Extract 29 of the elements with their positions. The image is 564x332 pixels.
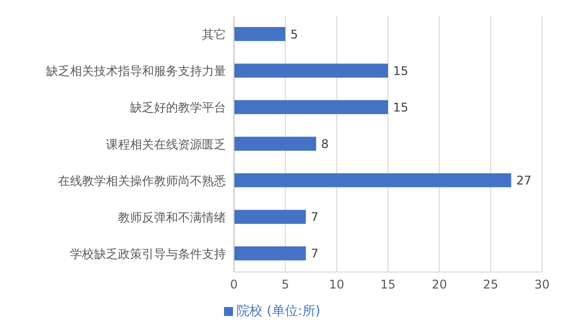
y-tick-label: 缺乏好的教学平台: [130, 100, 226, 115]
bar: [234, 210, 306, 224]
data-label: 15: [393, 64, 408, 78]
data-label: 5: [290, 27, 298, 42]
bar: [234, 136, 316, 151]
x-tick-label: 0: [230, 278, 238, 292]
data-label: 27: [516, 174, 532, 188]
x-tick-label: 25: [483, 278, 498, 292]
x-tick-label: 15: [380, 278, 396, 292]
y-tick-label: 其它: [202, 28, 226, 42]
bar: [234, 173, 512, 188]
y-tick-label: 教师反弹和不满情绪: [118, 210, 226, 224]
bar: [234, 64, 388, 78]
x-tick-label: 10: [329, 278, 344, 292]
bar: [234, 100, 388, 114]
y-tick-label: 在线教学相关操作教师尚不熟悉: [58, 174, 226, 188]
bar: [234, 246, 306, 260]
y-tick-label: 学校缺乏政策引导与条件支持: [70, 246, 226, 261]
bar: [234, 27, 286, 41]
data-label: 15: [393, 100, 408, 114]
y-tick-label: 缺乏相关技术指导和服务支持力量: [46, 64, 226, 78]
x-tick-label: 20: [432, 278, 447, 292]
data-label: 7: [310, 210, 319, 224]
x-tick-label: 5: [282, 278, 290, 292]
x-tick-label: 30: [534, 278, 550, 292]
legend-label: 院校 (单位:所): [236, 304, 320, 319]
data-label: 8: [321, 136, 329, 151]
data-label: 7: [310, 246, 319, 261]
y-tick-label: 课程相关在线资源匮乏: [106, 137, 226, 152]
